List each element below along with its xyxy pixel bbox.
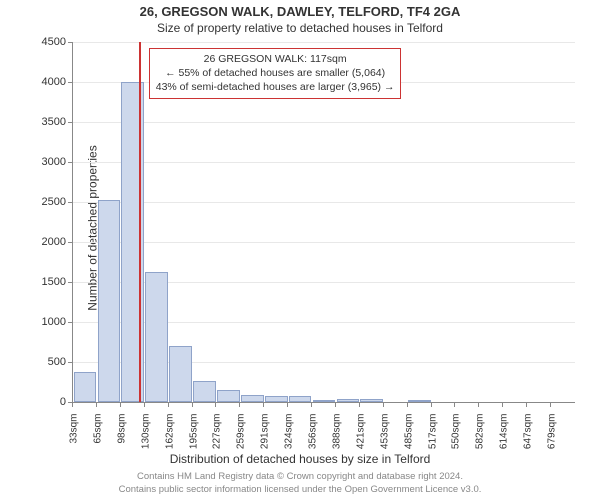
x-tick-mark bbox=[120, 402, 121, 407]
y-tick-label: 1500 bbox=[26, 276, 66, 288]
chart-title-address: 26, GREGSON WALK, DAWLEY, TELFORD, TF4 2… bbox=[0, 4, 600, 19]
x-tick-mark bbox=[526, 402, 527, 407]
callout-line2: ← 55% of detached houses are smaller (5,… bbox=[156, 66, 395, 80]
y-tick-mark bbox=[68, 42, 73, 43]
chart-container: 26, GREGSON WALK, DAWLEY, TELFORD, TF4 2… bbox=[0, 0, 600, 500]
y-tick-label: 3500 bbox=[26, 116, 66, 128]
y-tick-mark bbox=[68, 82, 73, 83]
y-tick-label: 500 bbox=[26, 356, 66, 368]
x-tick-mark bbox=[215, 402, 216, 407]
x-tick-mark bbox=[335, 402, 336, 407]
x-tick-mark bbox=[407, 402, 408, 407]
y-tick-mark bbox=[68, 122, 73, 123]
callout-box: 26 GREGSON WALK: 117sqm← 55% of detached… bbox=[149, 48, 402, 99]
histogram-bar bbox=[98, 200, 121, 402]
y-tick-mark bbox=[68, 202, 73, 203]
callout-line3: 43% of semi-detached houses are larger (… bbox=[156, 80, 395, 94]
x-tick-mark bbox=[239, 402, 240, 407]
x-tick-mark bbox=[96, 402, 97, 407]
histogram-bar bbox=[360, 399, 383, 402]
x-tick-mark bbox=[502, 402, 503, 407]
gridline bbox=[73, 162, 575, 163]
x-tick-mark bbox=[263, 402, 264, 407]
histogram-bar bbox=[193, 381, 216, 402]
x-tick-mark bbox=[72, 402, 73, 407]
footer-line1: Contains HM Land Registry data © Crown c… bbox=[137, 471, 463, 482]
y-tick-mark bbox=[68, 362, 73, 363]
x-tick-mark bbox=[192, 402, 193, 407]
gridline bbox=[73, 122, 575, 123]
histogram-bar bbox=[265, 396, 288, 402]
footer-attribution: Contains HM Land Registry data © Crown c… bbox=[0, 471, 600, 496]
histogram-bar bbox=[169, 346, 192, 402]
x-tick-mark bbox=[454, 402, 455, 407]
x-tick-mark bbox=[168, 402, 169, 407]
gridline bbox=[73, 202, 575, 203]
y-tick-label: 1000 bbox=[26, 316, 66, 328]
histogram-bar bbox=[313, 400, 336, 402]
y-tick-mark bbox=[68, 282, 73, 283]
callout-line1: 26 GREGSON WALK: 117sqm bbox=[156, 52, 395, 66]
x-tick-mark bbox=[311, 402, 312, 407]
x-tick-mark bbox=[144, 402, 145, 407]
x-axis-label: Distribution of detached houses by size … bbox=[0, 452, 600, 466]
y-tick-label: 0 bbox=[26, 396, 66, 408]
property-marker-line bbox=[139, 42, 141, 402]
y-tick-label: 4500 bbox=[26, 36, 66, 48]
histogram-bar bbox=[289, 396, 312, 402]
gridline bbox=[73, 242, 575, 243]
x-tick-mark bbox=[287, 402, 288, 407]
x-tick-mark bbox=[431, 402, 432, 407]
histogram-bar bbox=[408, 400, 431, 402]
x-tick-mark bbox=[359, 402, 360, 407]
y-tick-label: 2000 bbox=[26, 236, 66, 248]
y-tick-mark bbox=[68, 162, 73, 163]
histogram-bar bbox=[145, 272, 168, 402]
chart-subtitle: Size of property relative to detached ho… bbox=[0, 21, 600, 35]
histogram-bar bbox=[74, 372, 97, 402]
y-tick-label: 3000 bbox=[26, 156, 66, 168]
gridline bbox=[73, 42, 575, 43]
y-tick-label: 2500 bbox=[26, 196, 66, 208]
x-tick-mark bbox=[383, 402, 384, 407]
y-tick-mark bbox=[68, 322, 73, 323]
histogram-bar bbox=[241, 395, 264, 402]
histogram-bar bbox=[217, 390, 240, 402]
y-tick-label: 4000 bbox=[26, 76, 66, 88]
footer-line2: Contains public sector information licen… bbox=[119, 484, 482, 495]
x-tick-mark bbox=[478, 402, 479, 407]
plot-area: 26 GREGSON WALK: 117sqm← 55% of detached… bbox=[72, 42, 575, 403]
y-tick-mark bbox=[68, 242, 73, 243]
histogram-bar bbox=[337, 399, 360, 402]
x-tick-mark bbox=[550, 402, 551, 407]
